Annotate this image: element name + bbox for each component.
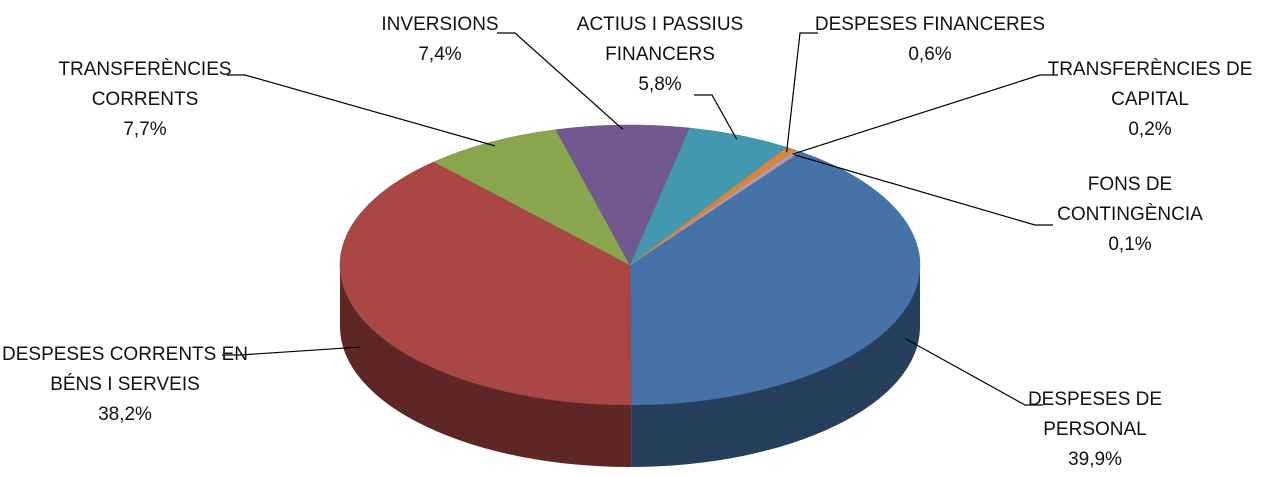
value-label: 38,2%: [98, 404, 152, 425]
leader-line: [792, 74, 1058, 155]
value-label: 7,4%: [418, 44, 462, 65]
slice: [339, 161, 632, 406]
slice-side: [631, 265, 920, 467]
leader-line: [222, 346, 361, 356]
category-label: TRANSFERÈNCIES DE CAPITAL: [1047, 59, 1253, 110]
category-label: ACTIUS I PASSIUS FINANCERS: [576, 14, 744, 65]
value-label: 39,9%: [1068, 449, 1122, 470]
data-label: FONS DE CONTINGÈNCIA 0,1%: [1030, 170, 1230, 260]
data-label: DESPESES CORRENTS EN BÉNS I SERVEIS 38,2%: [0, 340, 250, 430]
data-label: DESPESES FINANCERES 0,6%: [795, 10, 1065, 70]
value-label: 5,8%: [638, 74, 682, 95]
data-label: ACTIUS I PASSIUS FINANCERS 5,8%: [570, 10, 750, 100]
slice-side: [340, 265, 632, 467]
slice: [629, 151, 921, 406]
value-label: 0,2%: [1128, 119, 1172, 140]
data-label: DESPESES DE PERSONAL 39,9%: [1005, 385, 1185, 475]
category-label: DESPESES CORRENTS EN BÉNS I SERVEIS: [2, 344, 248, 395]
category-label: DESPESES FINANCERES: [814, 14, 1046, 35]
leader-line: [227, 74, 496, 147]
value-label: 7,7%: [123, 119, 167, 140]
value-label: 0,6%: [908, 44, 952, 65]
category-label: DESPESES DE PERSONAL: [1027, 389, 1163, 440]
leader-line: [794, 154, 1053, 226]
data-label: TRANSFERÈNCIES CORRENTS 7,7%: [30, 55, 260, 145]
slice: [555, 124, 690, 266]
category-label: TRANSFERÈNCIES CORRENTS: [58, 59, 232, 110]
data-label: INVERSIONS 7,4%: [365, 10, 515, 70]
leader-line: [497, 32, 624, 130]
category-label: FONS DE CONTINGÈNCIA: [1057, 174, 1203, 225]
leader-line: [905, 338, 1043, 406]
leader-line: [694, 94, 738, 140]
leader-line: [786, 32, 818, 153]
slice: [433, 129, 631, 266]
value-label: 0,1%: [1108, 234, 1152, 255]
data-label: TRANSFERÈNCIES DE CAPITAL 0,2%: [1035, 55, 1265, 145]
category-label: INVERSIONS: [381, 14, 499, 35]
